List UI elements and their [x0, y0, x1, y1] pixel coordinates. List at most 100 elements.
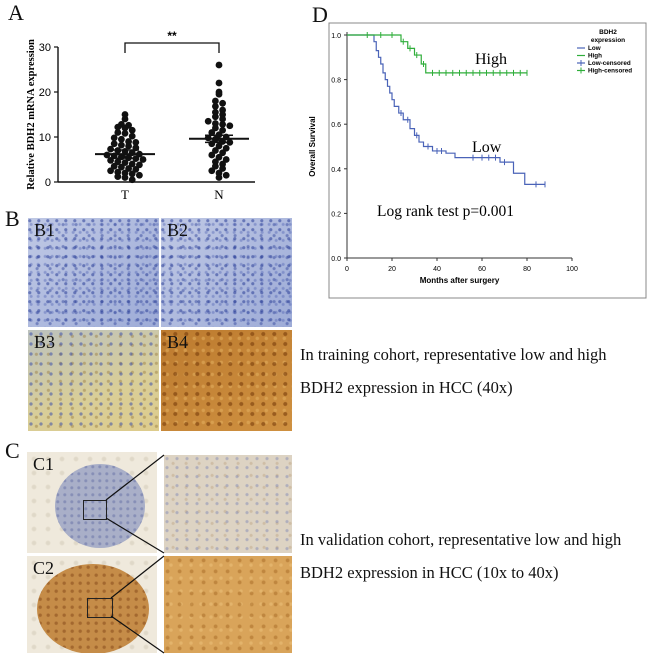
data-point — [128, 176, 136, 184]
data-point — [110, 140, 118, 148]
y-axis-label: Overall Survival — [308, 116, 317, 176]
y-tick-label: 0.0 — [331, 256, 341, 263]
data-point — [121, 115, 129, 123]
x-tick-label: 40 — [433, 266, 441, 273]
tile-label-b1: B1 — [34, 220, 56, 240]
data-point — [212, 113, 219, 121]
panel-letter-c: C — [5, 438, 20, 463]
legend-entry: High-censored — [588, 68, 632, 75]
y-tick-label: 10 — [39, 132, 51, 144]
caption-b-line1: In training cohort, representative low a… — [300, 345, 607, 364]
x-tick-label: 60 — [478, 266, 486, 273]
zoom-image-c2 — [164, 556, 292, 653]
annotation-log-rank: Log rank test p=0.001 — [377, 203, 514, 220]
data-point — [208, 129, 216, 136]
y-tick-label: 0.6 — [331, 122, 341, 129]
data-point — [118, 141, 125, 149]
legend-title-2: expression — [591, 37, 625, 44]
connector-c1-bottom — [105, 517, 165, 554]
data-point — [107, 167, 114, 175]
data-point — [107, 145, 114, 153]
data-point — [219, 115, 227, 123]
data-point — [132, 139, 140, 146]
x-tick-label: 100 — [566, 266, 578, 273]
zoom-image-c1 — [164, 455, 292, 553]
tile-label-b3: B3 — [34, 332, 56, 352]
legend-entry: Low-censored — [588, 60, 631, 67]
tma-core-image-c2: C2 — [27, 556, 157, 653]
x-tick-label: 0 — [345, 266, 349, 273]
significance-label: ** — [167, 29, 177, 43]
connector-c1-top — [105, 454, 165, 501]
data-point — [212, 97, 219, 105]
data-point — [118, 163, 125, 171]
ihc-image-b3: B3 — [28, 330, 159, 431]
survival-line-high — [347, 34, 527, 74]
legend-title: BDH2 — [599, 29, 617, 36]
tissue-core-high — [37, 564, 149, 653]
caption-b-line2: BDH2 expression in HCC (40x) — [300, 378, 513, 397]
data-point — [215, 61, 223, 69]
caption-c-line2: BDH2 expression in HCC (10x to 40x) — [300, 563, 559, 582]
data-point — [208, 167, 216, 175]
tile-label-b4: B4 — [167, 332, 189, 352]
x-tick-label: N — [214, 187, 224, 202]
data-point — [128, 170, 136, 178]
ihc-image-b4: B4 — [161, 330, 292, 431]
panel-letter-d: D — [312, 2, 328, 27]
survival-line-low — [347, 34, 545, 186]
panel-letter-a: A — [8, 0, 24, 25]
panel-letter-b: B — [5, 206, 20, 231]
tile-label-b2: B2 — [167, 220, 189, 240]
x-tick-label: T — [121, 187, 129, 202]
annotation-low: Low — [472, 139, 502, 156]
data-point — [222, 171, 230, 179]
tile-label-c2: C2 — [33, 558, 55, 578]
data-point — [128, 126, 136, 134]
x-axis-label: Months after surgery — [420, 276, 500, 285]
survival-chart-d: 0.0 0.2 0.4 0.6 0.8 1.0 0 20 40 60 80 100 Months aft… — [308, 22, 647, 299]
connector-c2-bottom — [110, 615, 165, 654]
data-point — [226, 122, 234, 130]
y-tick-label: 0.8 — [331, 78, 341, 85]
annotation-high: High — [475, 51, 507, 68]
data-point — [136, 171, 143, 179]
data-point — [215, 79, 223, 87]
y-axis-label: Relative BDH2 mRNA expression — [26, 39, 37, 190]
caption-c-line1: In validation cohort, representative low… — [300, 530, 622, 549]
zoom-box-c1 — [83, 500, 107, 520]
ihc-image-b2: B2 — [161, 218, 292, 327]
zoom-box-c2 — [87, 598, 113, 618]
legend-entry: Low — [588, 45, 601, 52]
data-point — [118, 135, 125, 143]
data-point — [114, 129, 122, 136]
data-point — [215, 90, 223, 98]
data-point — [219, 121, 227, 128]
ihc-image-b1: B1 — [28, 218, 159, 327]
x-tick-label: 20 — [388, 266, 396, 273]
legend-entry: High — [588, 53, 602, 60]
data-point — [128, 132, 136, 140]
data-point — [121, 130, 129, 137]
data-point — [215, 174, 223, 181]
y-tick-label: 20 — [39, 87, 51, 99]
y-tick-label: 0.4 — [331, 167, 341, 174]
y-tick-label: 1.0 — [331, 33, 341, 40]
y-tick-label: 30 — [39, 42, 51, 54]
y-tick-label: 0.2 — [331, 211, 341, 218]
data-point — [219, 99, 227, 107]
tile-label-c1: C1 — [33, 454, 55, 474]
data-point — [110, 134, 118, 142]
data-point — [114, 123, 122, 131]
data-point — [125, 142, 132, 150]
significance-bracket — [124, 42, 220, 53]
chart-frame — [328, 22, 647, 299]
x-tick-label: 80 — [523, 266, 531, 273]
data-point — [121, 174, 129, 181]
data-point — [114, 173, 122, 181]
data-point — [139, 156, 147, 163]
y-tick-label: 0 — [45, 177, 51, 189]
tma-core-image-c1: C1 — [27, 452, 157, 553]
